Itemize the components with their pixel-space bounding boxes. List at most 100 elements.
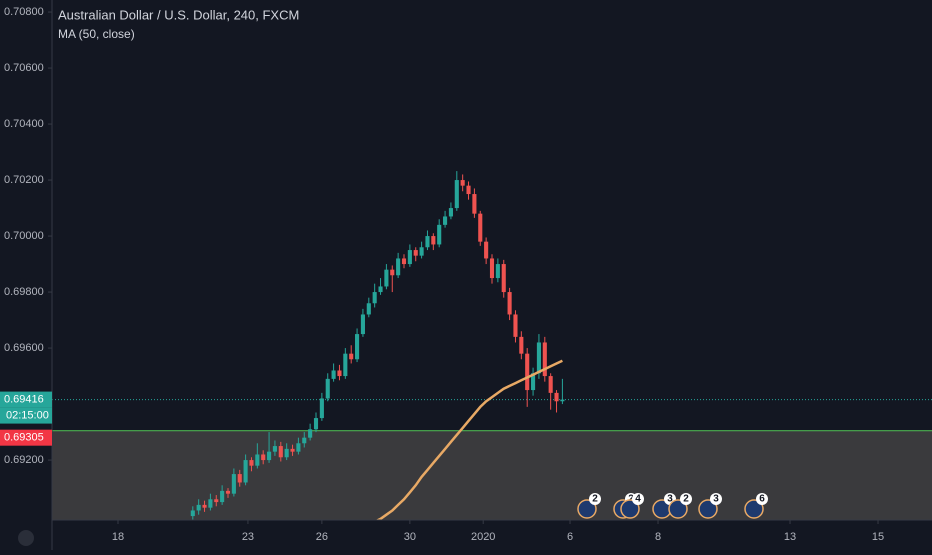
candle-body bbox=[267, 451, 272, 461]
candle-body bbox=[290, 448, 295, 452]
x-tick-label: 2020 bbox=[471, 531, 495, 543]
event-badge bbox=[756, 493, 768, 505]
candle-body bbox=[525, 353, 530, 391]
candle-body bbox=[472, 194, 477, 214]
candle-body bbox=[261, 454, 266, 461]
candle-body bbox=[302, 437, 307, 444]
candle-body bbox=[196, 504, 201, 511]
candle-body bbox=[255, 454, 260, 466]
y-tick-label: 0.70800 bbox=[4, 6, 44, 18]
candle-body bbox=[366, 303, 371, 315]
candle-body bbox=[308, 429, 313, 438]
candle-body bbox=[337, 370, 342, 377]
plot-area bbox=[52, 171, 932, 520]
event-count: 6 bbox=[759, 494, 765, 505]
event-badge bbox=[589, 493, 601, 505]
event-count: 2 bbox=[592, 494, 598, 505]
event-flag bbox=[577, 499, 597, 519]
candle-body bbox=[484, 241, 489, 259]
x-tick-label: 8 bbox=[655, 531, 661, 543]
y-tick-label: 0.70000 bbox=[4, 230, 44, 242]
candle-body bbox=[231, 474, 236, 494]
candle-body bbox=[243, 460, 248, 483]
candle-body bbox=[425, 236, 430, 248]
candle-body bbox=[542, 342, 547, 377]
y-tick-label: 0.70200 bbox=[4, 174, 44, 186]
candle-body bbox=[237, 474, 242, 483]
event-count: 3 bbox=[667, 494, 673, 505]
candle-body bbox=[208, 499, 213, 508]
level-label: 0.69305 bbox=[4, 432, 44, 444]
x-tick-label: 30 bbox=[404, 531, 416, 543]
y-tick-label: 0.70600 bbox=[4, 62, 44, 74]
candle-body bbox=[536, 342, 541, 374]
event-count: 2 bbox=[683, 494, 689, 505]
candle-body bbox=[407, 250, 412, 265]
x-tick-label: 23 bbox=[242, 531, 254, 543]
candle-body bbox=[419, 247, 424, 256]
event-flag bbox=[620, 499, 640, 519]
candle-body bbox=[501, 264, 506, 293]
x-tick-label: 15 bbox=[872, 531, 884, 543]
x-tick-label: 18 bbox=[112, 531, 124, 543]
candle-body bbox=[325, 378, 330, 399]
candle-body bbox=[190, 510, 195, 517]
candle-body bbox=[249, 460, 254, 466]
candle-body bbox=[343, 353, 348, 377]
candle-body bbox=[355, 334, 360, 360]
event-badge bbox=[632, 493, 644, 505]
y-tick-label: 0.69800 bbox=[4, 286, 44, 298]
candle-body bbox=[284, 448, 289, 458]
ma-line bbox=[375, 359, 563, 520]
candle-body bbox=[437, 224, 442, 245]
logo bbox=[18, 530, 34, 546]
chart-title: Australian Dollar / U.S. Dollar, 240, FX… bbox=[58, 7, 299, 22]
level-zone bbox=[52, 430, 932, 520]
candle-body bbox=[489, 258, 495, 279]
event-badge bbox=[680, 493, 692, 505]
candle-body bbox=[272, 446, 277, 452]
x-tick-label: 26 bbox=[316, 531, 328, 543]
price-label: 0.69416 bbox=[4, 393, 44, 405]
candle-body bbox=[554, 392, 559, 402]
candle-body bbox=[372, 292, 377, 304]
candle-body bbox=[313, 418, 319, 430]
candle-body bbox=[466, 185, 471, 195]
candle-body bbox=[378, 286, 383, 293]
candle-body bbox=[349, 353, 354, 360]
candle-body bbox=[495, 264, 500, 279]
candle-body bbox=[448, 208, 453, 217]
candle-body bbox=[431, 236, 436, 245]
candle-body bbox=[507, 292, 512, 315]
y-tick-label: 0.69600 bbox=[4, 342, 44, 354]
candle-body bbox=[548, 376, 553, 393]
candle-body bbox=[220, 490, 225, 503]
y-tick-label: 0.69200 bbox=[4, 454, 44, 466]
candle-body bbox=[214, 499, 219, 503]
x-tick-label: 13 bbox=[784, 531, 796, 543]
candle-body bbox=[519, 336, 524, 354]
candle-body bbox=[360, 314, 365, 335]
y-tick-label: 0.70400 bbox=[4, 118, 44, 130]
candle-body bbox=[413, 250, 418, 256]
event-flag bbox=[668, 499, 688, 519]
price-label-bg bbox=[0, 391, 52, 408]
candle-body bbox=[225, 490, 231, 494]
candle-body bbox=[396, 258, 401, 276]
x-tick-label: 6 bbox=[567, 531, 573, 543]
event-badge bbox=[710, 493, 722, 505]
candle-body bbox=[454, 180, 459, 209]
candle-body bbox=[513, 314, 518, 337]
level-label-bg bbox=[0, 429, 52, 446]
candle-body bbox=[331, 370, 336, 379]
candle-body bbox=[384, 269, 389, 287]
candle-body bbox=[531, 373, 536, 391]
candle-body bbox=[443, 216, 448, 225]
candle-body bbox=[560, 399, 565, 402]
event-count: 2 bbox=[628, 494, 634, 505]
candle-body bbox=[478, 213, 483, 242]
event-count: 4 bbox=[635, 494, 641, 505]
candle-body bbox=[296, 443, 301, 452]
countdown-label: 02:15:00 bbox=[6, 409, 49, 421]
